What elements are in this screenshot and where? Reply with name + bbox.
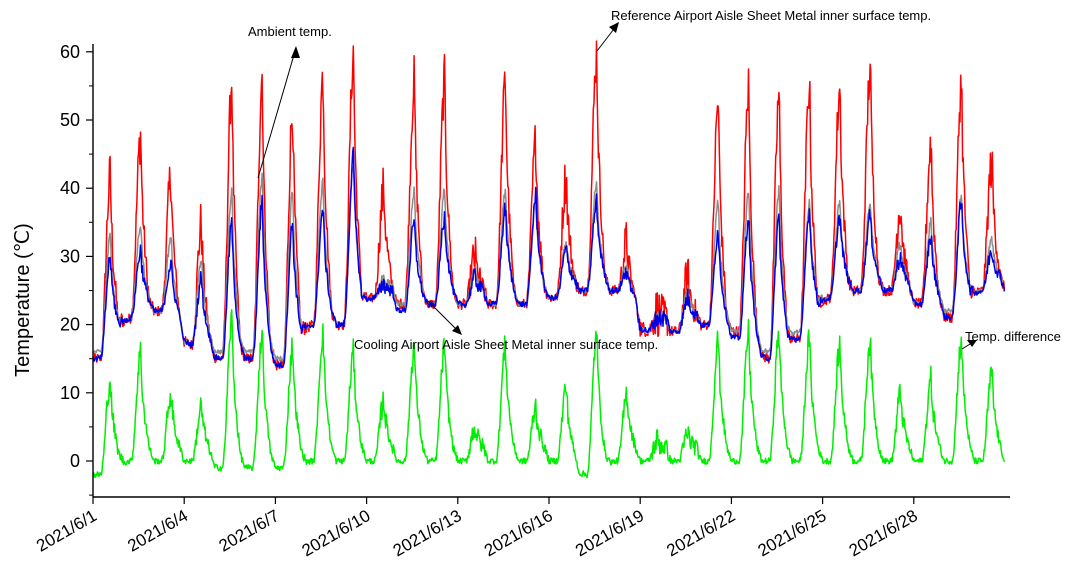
y-tick-label: 50 [60,110,80,130]
y-tick-label: 30 [60,246,80,266]
reference-annotation-arrowhead [609,22,619,33]
ambient-annotation-arrow-line [257,47,297,179]
y-ticks: 0 10 20 30 40 50 60 [60,42,93,496]
y-tick-label: 60 [60,42,80,62]
difference-annotation-arrowhead [967,340,977,347]
series-line-cooling [92,146,1006,369]
ambient-annotation-arrowhead [291,46,300,58]
series-layer [92,40,1006,479]
y-tick-label: 0 [70,451,80,471]
reference-annotation-label: Reference Airport Aisle Sheet Metal inne… [611,8,931,23]
y-tick-label: 10 [60,383,80,403]
cooling-annotation-label: Cooling Airport Aisle Sheet Metal inner … [354,337,658,352]
series-line-difference [92,309,1006,479]
y-tick-label: 40 [60,178,80,198]
annotations: Ambient temp. Reference Airport Aisle Sh… [248,8,1061,352]
cooling-annotation-arrow-line [427,300,461,334]
difference-annotation-label: Temp. difference [965,329,1061,344]
ambient-annotation-label: Ambient temp. [248,24,332,39]
y-tick-label: 20 [60,315,80,335]
cooling-annotation-arrowhead [452,325,462,335]
y-axis-title: Temperature (℃) [12,223,34,377]
